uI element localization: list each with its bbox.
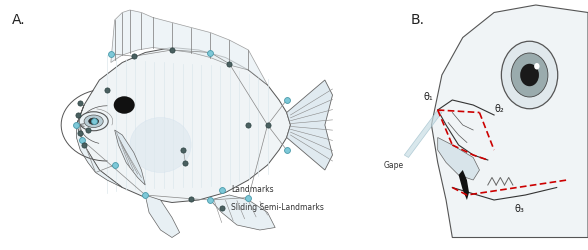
Point bbox=[129, 54, 138, 58]
Point bbox=[181, 160, 190, 164]
Point bbox=[102, 88, 112, 92]
Polygon shape bbox=[76, 48, 290, 203]
Point bbox=[205, 198, 215, 202]
Ellipse shape bbox=[130, 118, 191, 172]
Circle shape bbox=[79, 112, 108, 131]
Text: θ₁: θ₁ bbox=[423, 92, 433, 102]
Point bbox=[78, 138, 87, 142]
Point bbox=[106, 52, 115, 56]
Point bbox=[205, 50, 215, 54]
Point bbox=[141, 193, 150, 197]
Circle shape bbox=[520, 64, 539, 86]
Point bbox=[83, 128, 93, 132]
Polygon shape bbox=[210, 195, 275, 230]
Circle shape bbox=[511, 53, 548, 97]
Polygon shape bbox=[115, 130, 145, 185]
Ellipse shape bbox=[113, 96, 135, 114]
Polygon shape bbox=[145, 195, 180, 238]
Point bbox=[217, 206, 226, 210]
Polygon shape bbox=[437, 138, 479, 180]
Point bbox=[217, 188, 226, 192]
Text: θ₃: θ₃ bbox=[515, 204, 525, 214]
Polygon shape bbox=[286, 80, 332, 170]
Point bbox=[282, 98, 291, 102]
Point bbox=[74, 113, 83, 117]
Polygon shape bbox=[432, 5, 588, 237]
Polygon shape bbox=[405, 110, 442, 158]
Point bbox=[186, 197, 196, 201]
Circle shape bbox=[502, 41, 558, 109]
Circle shape bbox=[84, 115, 103, 128]
Text: A.: A. bbox=[11, 12, 25, 26]
Point bbox=[75, 100, 85, 104]
Polygon shape bbox=[76, 105, 122, 188]
Text: B.: B. bbox=[410, 12, 425, 26]
Point bbox=[75, 130, 85, 134]
Point bbox=[89, 119, 98, 123]
Text: θ₂: θ₂ bbox=[494, 104, 504, 115]
Point bbox=[79, 143, 89, 147]
Polygon shape bbox=[111, 10, 268, 85]
Point bbox=[110, 163, 119, 167]
Point bbox=[72, 123, 81, 127]
Point bbox=[243, 196, 253, 200]
Circle shape bbox=[89, 118, 99, 124]
Circle shape bbox=[534, 63, 540, 70]
Point bbox=[225, 62, 234, 66]
Point bbox=[179, 148, 188, 152]
Polygon shape bbox=[459, 170, 469, 200]
Text: Sliding Semi-Landmarks: Sliding Semi-Landmarks bbox=[231, 203, 324, 212]
Polygon shape bbox=[494, 150, 588, 225]
Point bbox=[282, 148, 291, 152]
Point bbox=[167, 48, 176, 52]
Text: Landmarks: Landmarks bbox=[231, 186, 274, 194]
Point bbox=[263, 123, 272, 127]
Point bbox=[243, 123, 253, 127]
Text: Gape: Gape bbox=[383, 160, 403, 170]
